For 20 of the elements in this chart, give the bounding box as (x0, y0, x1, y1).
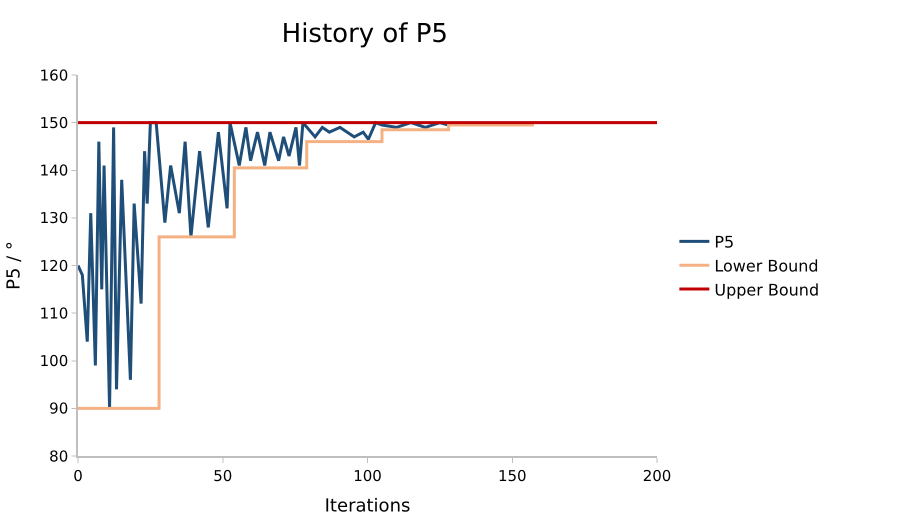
y-tick-label: 100 (40, 352, 68, 370)
x-tick-label: 200 (642, 466, 672, 485)
legend-label: Lower Bound (714, 256, 819, 276)
y-tick-label: 110 (40, 304, 68, 322)
y-tick-label: 150 (40, 114, 68, 132)
y-tick-label: 130 (40, 209, 68, 228)
legend-label: Upper Bound (714, 280, 820, 300)
y-tick-label: 90 (49, 400, 68, 418)
x-tick-label: 150 (498, 466, 527, 485)
y-tick-label: 80 (49, 447, 68, 466)
y-axis-title: P5 / ° (3, 241, 24, 290)
legend-label: P5 (714, 232, 734, 252)
x-tick-label: 0 (73, 466, 83, 485)
y-tick-label: 140 (40, 162, 68, 180)
y-tick-label: 120 (40, 256, 68, 275)
y-tick-label: 160 (40, 66, 68, 84)
x-axis-title: Iterations (324, 495, 410, 516)
chart-title: History of P5 (282, 18, 448, 49)
x-tick-label: 50 (213, 466, 232, 485)
x-tick-label: 100 (353, 466, 382, 485)
